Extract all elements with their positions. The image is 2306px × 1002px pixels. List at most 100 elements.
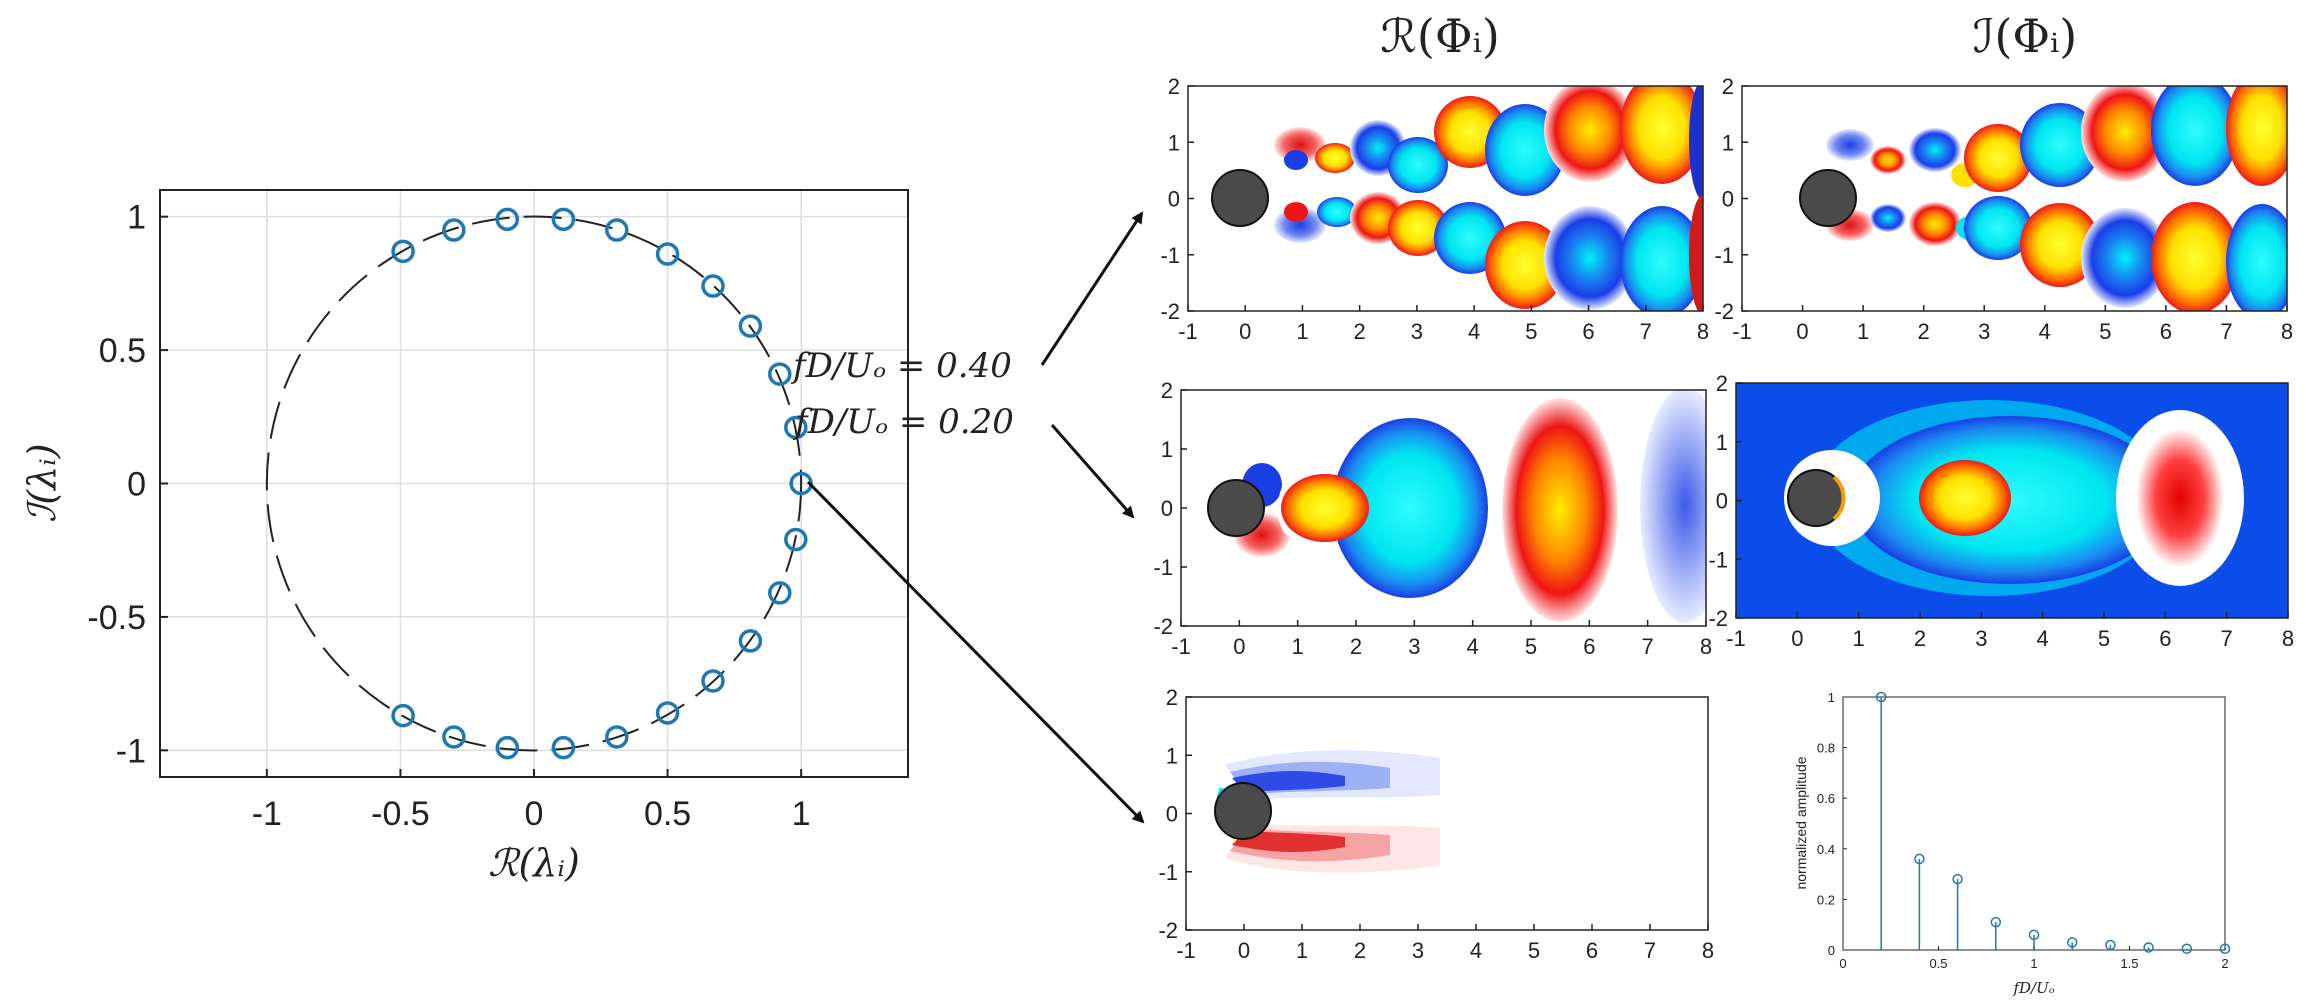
y-tick-label: 1: [1161, 437, 1173, 462]
x-tick-label: 0: [1239, 319, 1251, 344]
y-tick-label: 1: [1828, 690, 1835, 705]
y-tick-label: 1: [1722, 130, 1734, 155]
eigenvalue-tick-labels: -1 -0.5 0 0.5 1 -1 -0.5 0 0.5 1: [87, 199, 810, 833]
y-tick-label: -1: [116, 732, 146, 770]
stem-marker: [1990, 916, 2002, 928]
y-tick-label: 0: [1722, 187, 1734, 212]
x-tick-label: 2: [2221, 956, 2228, 971]
y-tick-label: 0.2: [1817, 892, 1835, 907]
y-tick-label: 2: [1722, 74, 1734, 99]
y-tick-label: 0.8: [1817, 741, 1835, 756]
x-tick-label: 0: [525, 795, 544, 833]
x-tick-label: 5: [2098, 626, 2110, 651]
eigenvalue-marker: [655, 701, 680, 725]
x-tick-label: 5: [1525, 319, 1537, 344]
stem-marks: [1875, 691, 2231, 954]
x-tick-label: 0.5: [1929, 956, 1947, 971]
x-tick-label: 2: [1354, 319, 1366, 344]
y-tick-label: 0: [1828, 943, 1835, 958]
x-tick-label: 8: [2281, 319, 2293, 344]
x-tick-label: 5: [1525, 634, 1537, 659]
x-tick-label: 6: [1582, 319, 1594, 344]
y-tick-label: 0: [1168, 187, 1180, 212]
x-tick-label: -1: [1726, 626, 1746, 651]
x-tick-label: 6: [2159, 626, 2171, 651]
x-tick-label: 3: [1412, 938, 1424, 963]
y-tick-label: 0: [1716, 489, 1728, 514]
cylinder: [1214, 782, 1272, 840]
stem-marker: [1875, 691, 1887, 703]
y-tick-label: 1: [127, 199, 146, 237]
x-tick-label: 4: [1470, 938, 1482, 963]
eigenvalue-marker: [738, 629, 763, 653]
x-tick-label: 5: [1528, 938, 1540, 963]
x-tick-label: 1: [1853, 626, 1865, 651]
x-tick-label: 8: [1700, 634, 1712, 659]
y-tick-label: 0: [1161, 496, 1173, 521]
eigenvalue-marker: [551, 735, 576, 760]
x-tick-label: 6: [1586, 938, 1598, 963]
annotation-freq-040: fD/Uₒ = 0.40: [790, 346, 1012, 386]
eigenvalue-marker: [442, 218, 466, 242]
x-tick-label: 1: [1296, 938, 1308, 963]
x-tick-label: 7: [1644, 938, 1656, 963]
x-tick-label: 0: [1791, 626, 1803, 651]
x-tick-label: 2: [1350, 634, 1362, 659]
eigenvalue-marker: [442, 725, 466, 749]
eigenvalue-marker: [495, 735, 520, 760]
x-tick-label: 0: [1839, 956, 1846, 971]
stem-marker: [2028, 929, 2040, 941]
eigenvalue-grid: [160, 190, 908, 777]
stem-marker: [1914, 853, 1925, 865]
x-tick-label: -1: [1732, 319, 1752, 344]
stem-marker: [2219, 943, 2231, 954]
eigenvalue-marker: [738, 314, 763, 338]
y-tick-label: -1: [1708, 547, 1728, 572]
x-tick-label: 7: [1640, 319, 1652, 344]
x-tick-label: -1: [1176, 938, 1196, 963]
y-tick-label: -2: [1160, 299, 1180, 324]
eigenvalue-marker: [391, 239, 415, 264]
y-tick-label: 0: [127, 466, 146, 504]
x-tick-label: 8: [2282, 626, 2294, 651]
stem-tick-labels: 0 0.5 1 1.5 2 0 0.2 0.4 0.6 0.8 1: [1817, 690, 2229, 971]
eigenvalue-marker: [605, 725, 629, 749]
x-tick-label: 8: [1697, 319, 1709, 344]
y-tick-label: -0.5: [87, 599, 146, 637]
x-tick-label: 1: [1857, 319, 1869, 344]
eigenvalue-marker: [655, 242, 680, 266]
eigenvalue-marker: [784, 527, 808, 552]
x-tick-label: 7: [2221, 626, 2233, 651]
x-tick-label: 3: [1978, 319, 1990, 344]
eigenvalue-marker: [391, 703, 415, 728]
column-title-real: ℛ(Φᵢ): [1380, 9, 1500, 63]
eigenvalue-marker: [701, 274, 725, 298]
arrow-mean: [806, 480, 1145, 824]
stem-xlabel: fD/Uₒ: [2012, 979, 2054, 997]
x-tick-label: -0.5: [371, 795, 430, 833]
arrows: [806, 211, 1145, 824]
y-tick-label: 2: [1161, 378, 1173, 403]
stem-axes-box: [1842, 696, 2226, 951]
x-tick-label: 4: [1467, 634, 1479, 659]
x-tick-label: 0: [1233, 634, 1245, 659]
stem-ylabel: normalized amplitude: [1793, 756, 1809, 889]
arrow-040: [1040, 211, 1144, 366]
x-tick-label: 7: [1642, 634, 1654, 659]
x-tick-label: 2: [1918, 319, 1930, 344]
stem-marker: [1952, 873, 1963, 885]
y-tick-label: 0.4: [1817, 842, 1835, 857]
x-tick-label: 1: [1296, 319, 1308, 344]
x-tick-label: 7: [2220, 319, 2232, 344]
x-tick-label: 1: [792, 795, 811, 833]
y-tick-label: -2: [1153, 614, 1173, 639]
eigenvalue-marker: [701, 669, 725, 693]
y-tick-label: 2: [1168, 74, 1180, 99]
eigenvalue-marker: [551, 207, 576, 232]
